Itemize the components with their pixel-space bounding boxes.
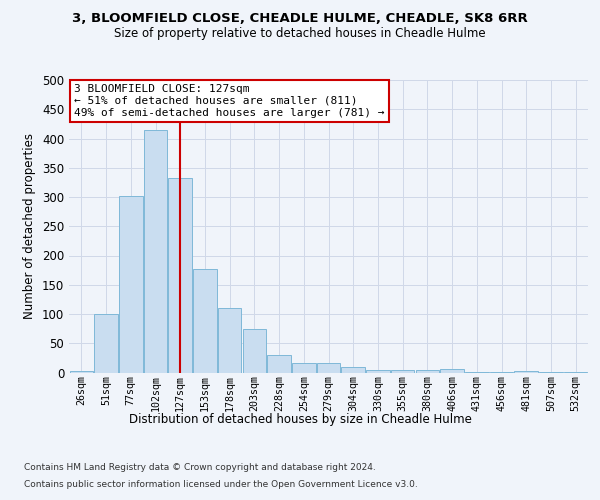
Bar (440, 369, 464, 372)
Text: Size of property relative to detached houses in Cheadle Hulme: Size of property relative to detached ho… (114, 28, 486, 40)
Bar (366, 370, 389, 372)
Bar (119, 196, 143, 372)
Bar (193, 269, 217, 372)
Bar (514, 370, 538, 372)
Text: Contains public sector information licensed under the Open Government Licence v3: Contains public sector information licen… (24, 480, 418, 489)
Bar (317, 363, 340, 372)
Bar (218, 308, 241, 372)
Text: 3, BLOOMFIELD CLOSE, CHEADLE HULME, CHEADLE, SK8 6RR: 3, BLOOMFIELD CLOSE, CHEADLE HULME, CHEA… (72, 12, 528, 26)
Bar (416, 370, 439, 372)
Y-axis label: Number of detached properties: Number of detached properties (23, 133, 37, 320)
Bar (292, 363, 316, 372)
Text: 3 BLOOMFIELD CLOSE: 127sqm
← 51% of detached houses are smaller (811)
49% of sem: 3 BLOOMFIELD CLOSE: 127sqm ← 51% of deta… (74, 84, 385, 117)
Bar (341, 366, 365, 372)
Bar (94, 314, 118, 372)
Bar (169, 178, 192, 372)
Text: Contains HM Land Registry data © Crown copyright and database right 2024.: Contains HM Land Registry data © Crown c… (24, 462, 376, 471)
Bar (70, 370, 93, 372)
Bar (391, 370, 415, 372)
Bar (242, 328, 266, 372)
Bar (144, 130, 167, 372)
Text: Distribution of detached houses by size in Cheadle Hulme: Distribution of detached houses by size … (128, 412, 472, 426)
Bar (268, 355, 291, 372)
